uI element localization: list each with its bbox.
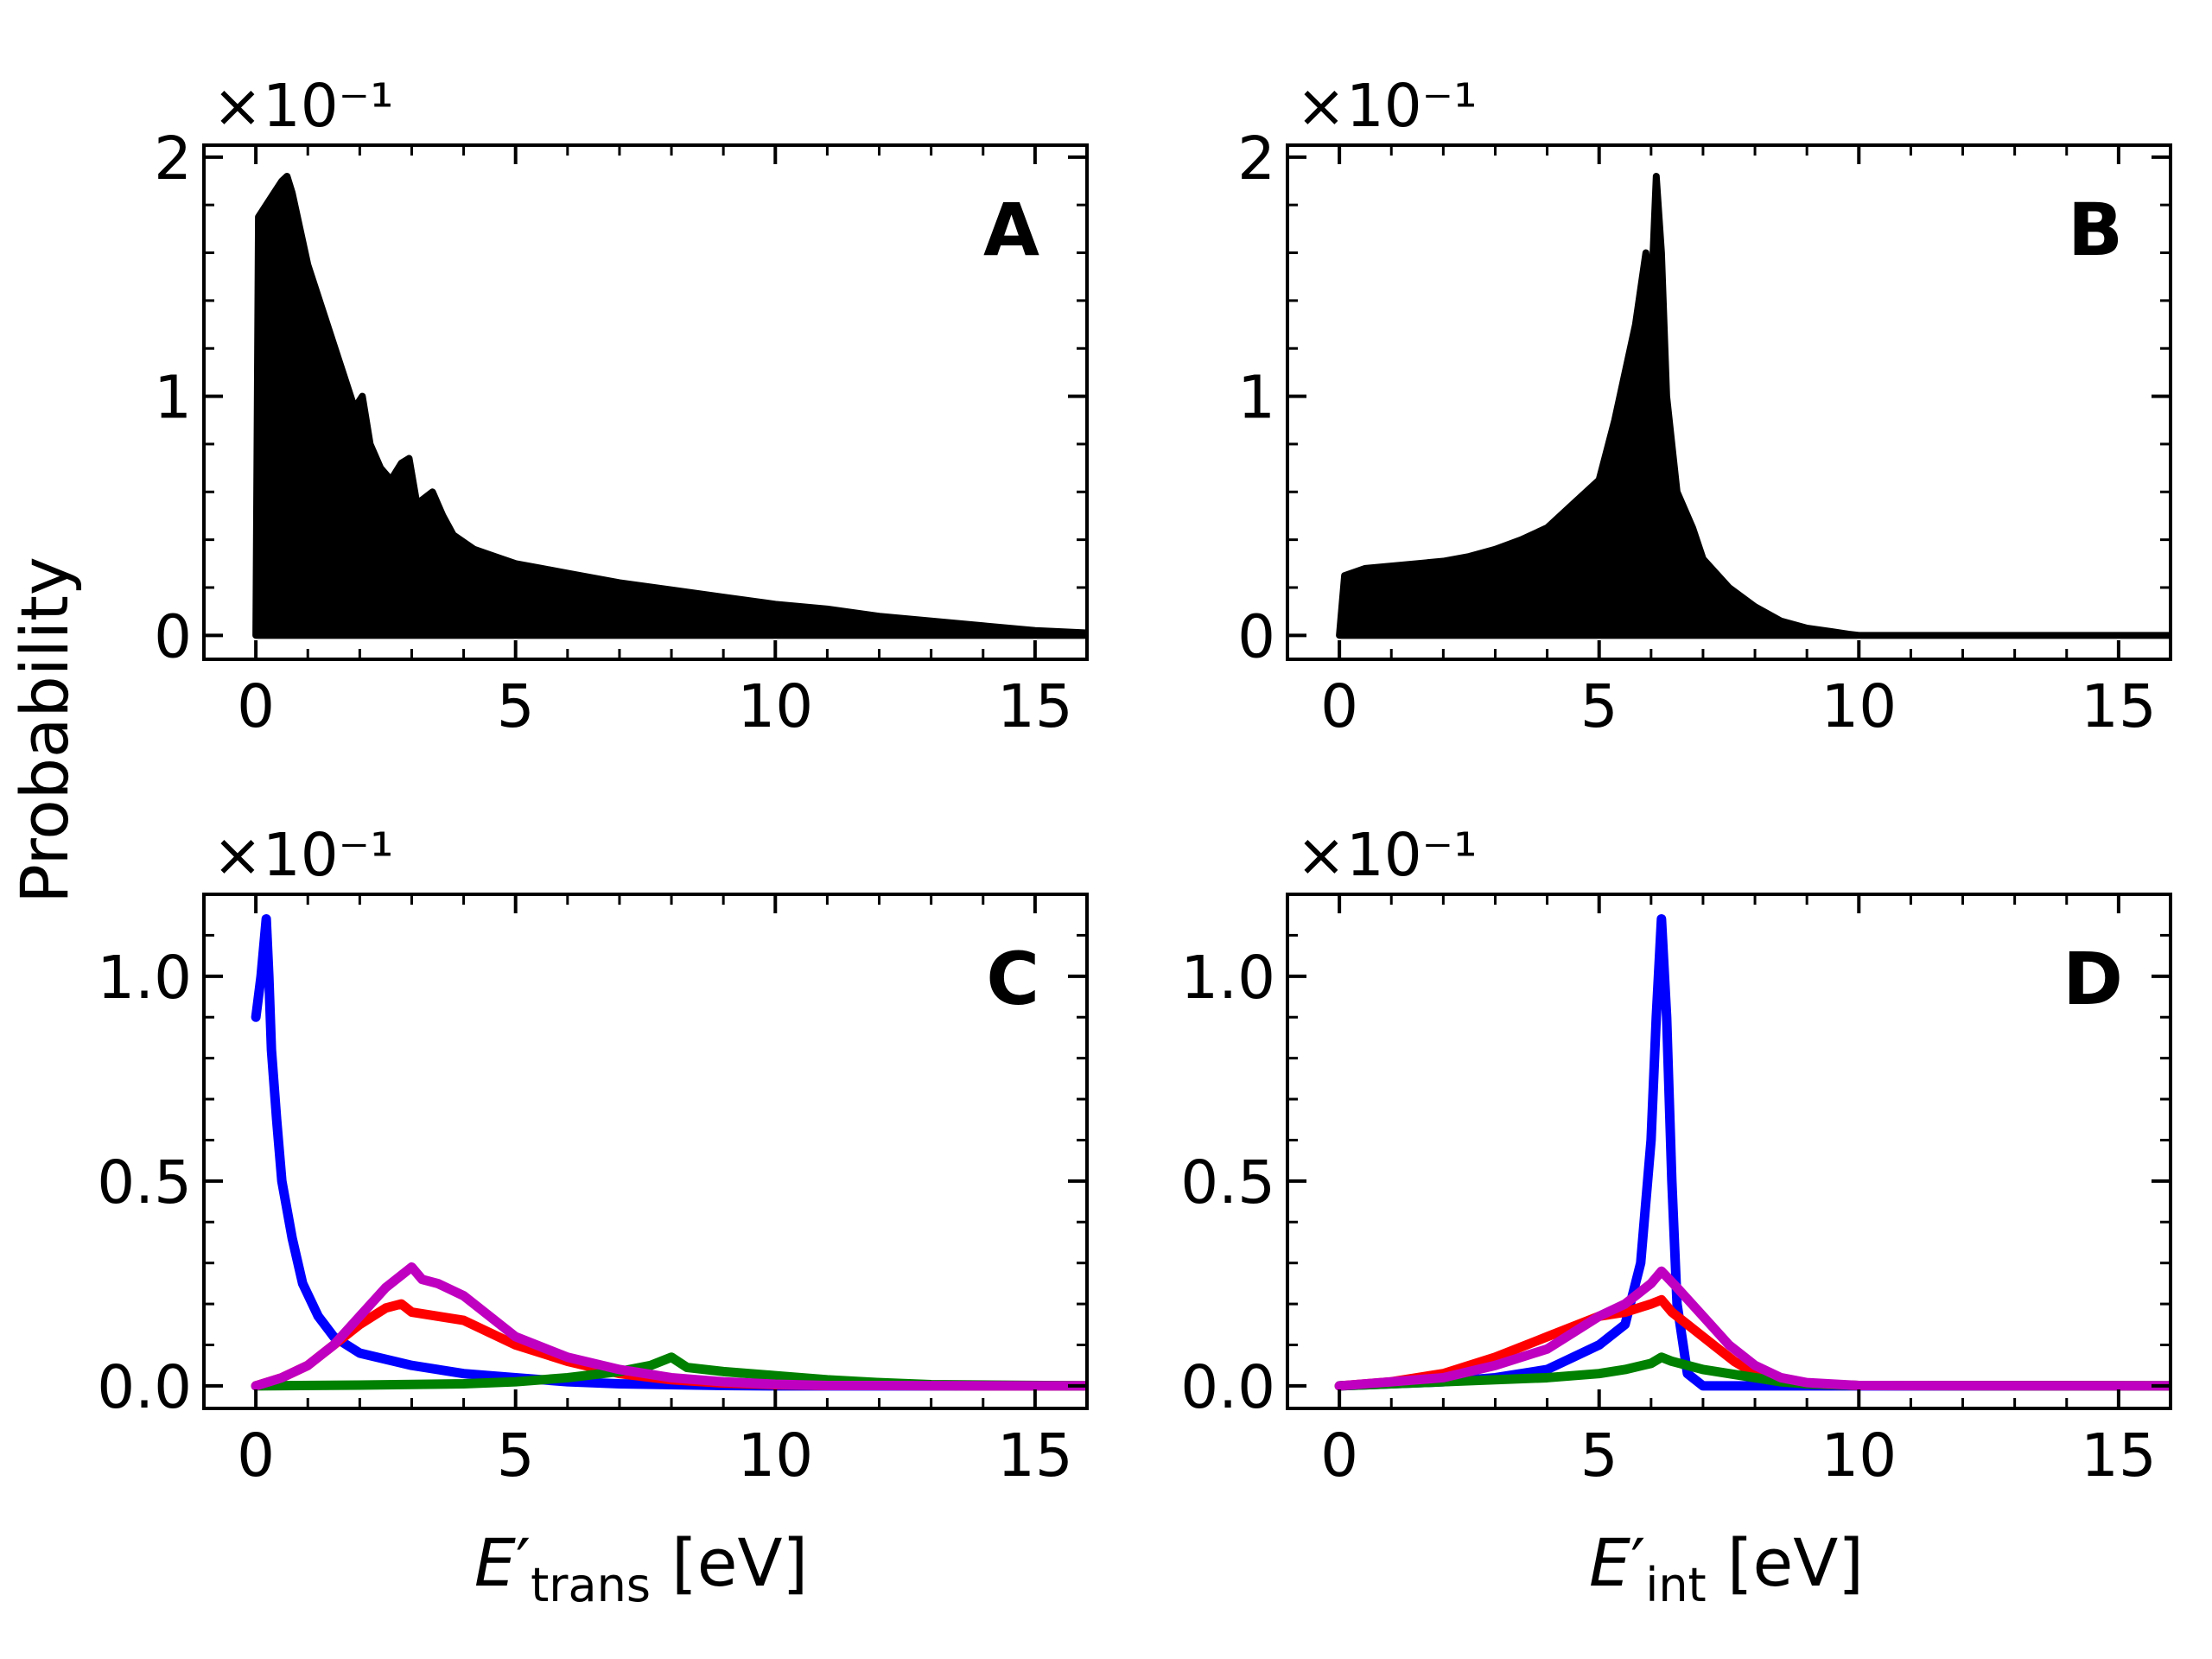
panel-a-y-tick-label: 0: [154, 602, 192, 671]
panel-a-x-tick-label: 5: [497, 672, 535, 741]
panel-d-x-tick-label: 5: [1580, 1421, 1618, 1491]
panel-b-y-tick-label: 2: [1237, 124, 1275, 194]
panel-c-x-tick-label: 10: [737, 1421, 813, 1491]
panel-c-x-tick-label: 5: [497, 1421, 535, 1491]
panel-d-multiplier: ×10⁻¹: [1296, 821, 1478, 890]
panel-a-plot-area: [252, 172, 1087, 639]
panel-d-y-tick-label: 1.0: [1180, 944, 1275, 1013]
panel-b-plot-area: [1336, 172, 2171, 639]
panel-c-x-tick-label: 0: [237, 1421, 275, 1491]
x-axis-label-left: E′trans [eV]: [474, 1524, 808, 1612]
panel-d-series-1: [1334, 913, 2171, 1391]
panel-d-y-tick-label: 0.5: [1180, 1148, 1275, 1217]
panel-a-y-tick-label: 2: [154, 124, 192, 194]
panel-a-distribution: [252, 172, 1087, 639]
x-axis-label-right: E′int [eV]: [1589, 1524, 1864, 1612]
y-axis-label: Probability: [6, 556, 83, 904]
panel-b-letter: B: [2068, 188, 2123, 272]
panel-d-y-tick-label: 0.0: [1180, 1353, 1275, 1422]
panel-a-y-tick-label: 1: [154, 364, 192, 433]
panel-a-multiplier: ×10⁻¹: [213, 72, 394, 141]
panel-b-x-tick-label: 0: [1320, 672, 1358, 741]
panel-a-x-tick-label: 0: [237, 672, 275, 741]
panel-c: 0 5 10 15 0.0 0.5 1.0 ×10⁻¹ C: [97, 821, 1089, 1491]
panel-a-letter: A: [983, 188, 1039, 272]
panel-c-x-tick-label: 15: [997, 1421, 1073, 1491]
panel-b-y-tick-label: 1: [1237, 364, 1275, 433]
panel-b-y-tick-label: 0: [1237, 602, 1275, 671]
panel-a: 0 5 10 15 0 1 2 ×10⁻¹ A: [154, 72, 1089, 741]
panel-a-x-tick-label: 15: [997, 672, 1073, 741]
panel-b-x-tick-label: 10: [1821, 672, 1897, 741]
panel-d-plot-area: [1334, 913, 2171, 1391]
panel-c-plot-area: [251, 913, 1087, 1391]
panel-c-y-tick-label: 0.0: [97, 1353, 192, 1422]
panel-c-y-tick-label: 1.0: [97, 944, 192, 1013]
panel-d: 0 5 10 15 0.0 0.5 1.0 ×10⁻¹ D: [1180, 821, 2172, 1491]
panel-b-distribution: [1336, 172, 2171, 639]
panel-d-x-tick-label: 0: [1320, 1421, 1358, 1491]
panel-d-x-tick-label: 10: [1821, 1421, 1897, 1491]
panel-c-y-tick-label: 0.5: [97, 1148, 192, 1217]
panel-c-series-1: [251, 913, 1087, 1391]
panel-d-frame: [1286, 893, 2172, 1410]
panel-b: 0 5 10 15 0 1 2 ×10⁻¹ B: [1237, 72, 2172, 741]
panel-a-x-tick-label: 10: [737, 672, 813, 741]
panel-c-letter: C: [986, 937, 1039, 1021]
panel-b-multiplier: ×10⁻¹: [1296, 72, 1478, 141]
panel-c-frame: [202, 893, 1089, 1410]
panel-d-x-tick-label: 15: [2081, 1421, 2157, 1491]
panel-b-x-tick-label: 15: [2081, 672, 2157, 741]
panel-d-letter: D: [2063, 937, 2123, 1021]
panel-b-frame: [1286, 143, 2172, 661]
panel-d-series-4: [1334, 1266, 2171, 1391]
panel-b-x-tick-label: 5: [1580, 672, 1618, 741]
panel-a-frame: [202, 143, 1089, 661]
panel-c-multiplier: ×10⁻¹: [213, 821, 394, 890]
panel-c-series-4: [251, 1262, 1087, 1391]
